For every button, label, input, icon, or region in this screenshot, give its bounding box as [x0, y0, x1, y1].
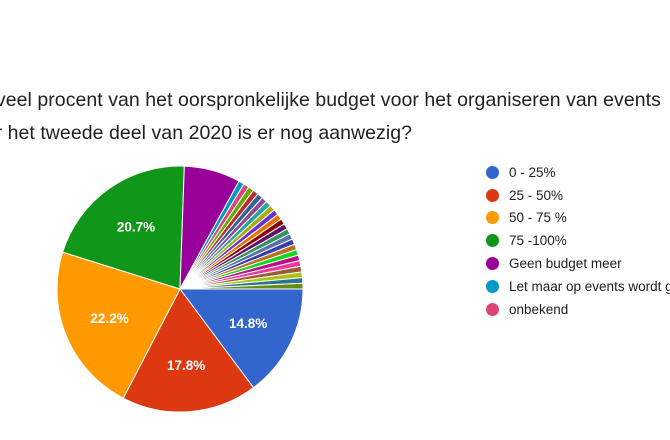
legend-label: onbekend — [509, 301, 569, 317]
legend-swatch — [486, 211, 499, 225]
pie-slice-0[interactable] — [179, 288, 304, 389]
legend-item-geen-budget[interactable]: Geen budget meer — [486, 252, 670, 275]
legend-item-onbekend[interactable]: onbekend — [486, 298, 670, 321]
legend-swatch — [486, 302, 499, 316]
chart-title-line-2: voor het tweede deel van 2020 is er nog … — [0, 122, 413, 144]
legend-label: 0 - 25% — [509, 164, 556, 180]
legend-item-50-75[interactable]: 50 - 75 % — [486, 207, 670, 230]
pie-slice-label-0: 14.8% — [229, 316, 267, 331]
legend-item-25-50[interactable]: 25 - 50% — [486, 184, 670, 207]
legend-swatch — [486, 165, 499, 179]
legend-swatch — [486, 188, 499, 202]
pie-slice-label-3: 20.7% — [117, 220, 155, 235]
legend-label: Let maar op events wordt geannuleerd — [509, 278, 670, 294]
legend-swatch — [486, 279, 499, 293]
chart-title: Hoeveel procent van het oorspronkelijke … — [0, 84, 670, 150]
pie-slice-label-2: 22.2% — [90, 311, 128, 326]
legend-item-0-25[interactable]: 0 - 25% — [486, 161, 670, 184]
pie-slice-3[interactable] — [62, 165, 185, 290]
legend-item-events-geannuleerd[interactable]: Let maar op events wordt geannuleerd — [486, 275, 670, 298]
pie-slice-label-1: 17.8% — [167, 358, 205, 373]
pie-slice-2[interactable] — [56, 251, 181, 399]
pie-slice-1[interactable] — [122, 288, 255, 413]
legend-swatch — [486, 257, 499, 271]
chart-title-line-1: Hoeveel procent van het oorspronkelijke … — [0, 89, 661, 111]
pie-slice-27[interactable] — [179, 282, 304, 290]
legend-item-75-100[interactable]: 75 -100% — [486, 229, 670, 252]
legend-label: 75 -100% — [509, 233, 567, 249]
chart-legend: 0 - 25% 25 - 50% 50 - 75 % 75 -100% Geen… — [486, 161, 670, 321]
legend-label: Geen budget meer — [509, 256, 622, 272]
legend-label: 50 - 75 % — [509, 210, 567, 226]
legend-swatch — [486, 234, 499, 248]
legend-label: 25 - 50% — [509, 187, 564, 203]
